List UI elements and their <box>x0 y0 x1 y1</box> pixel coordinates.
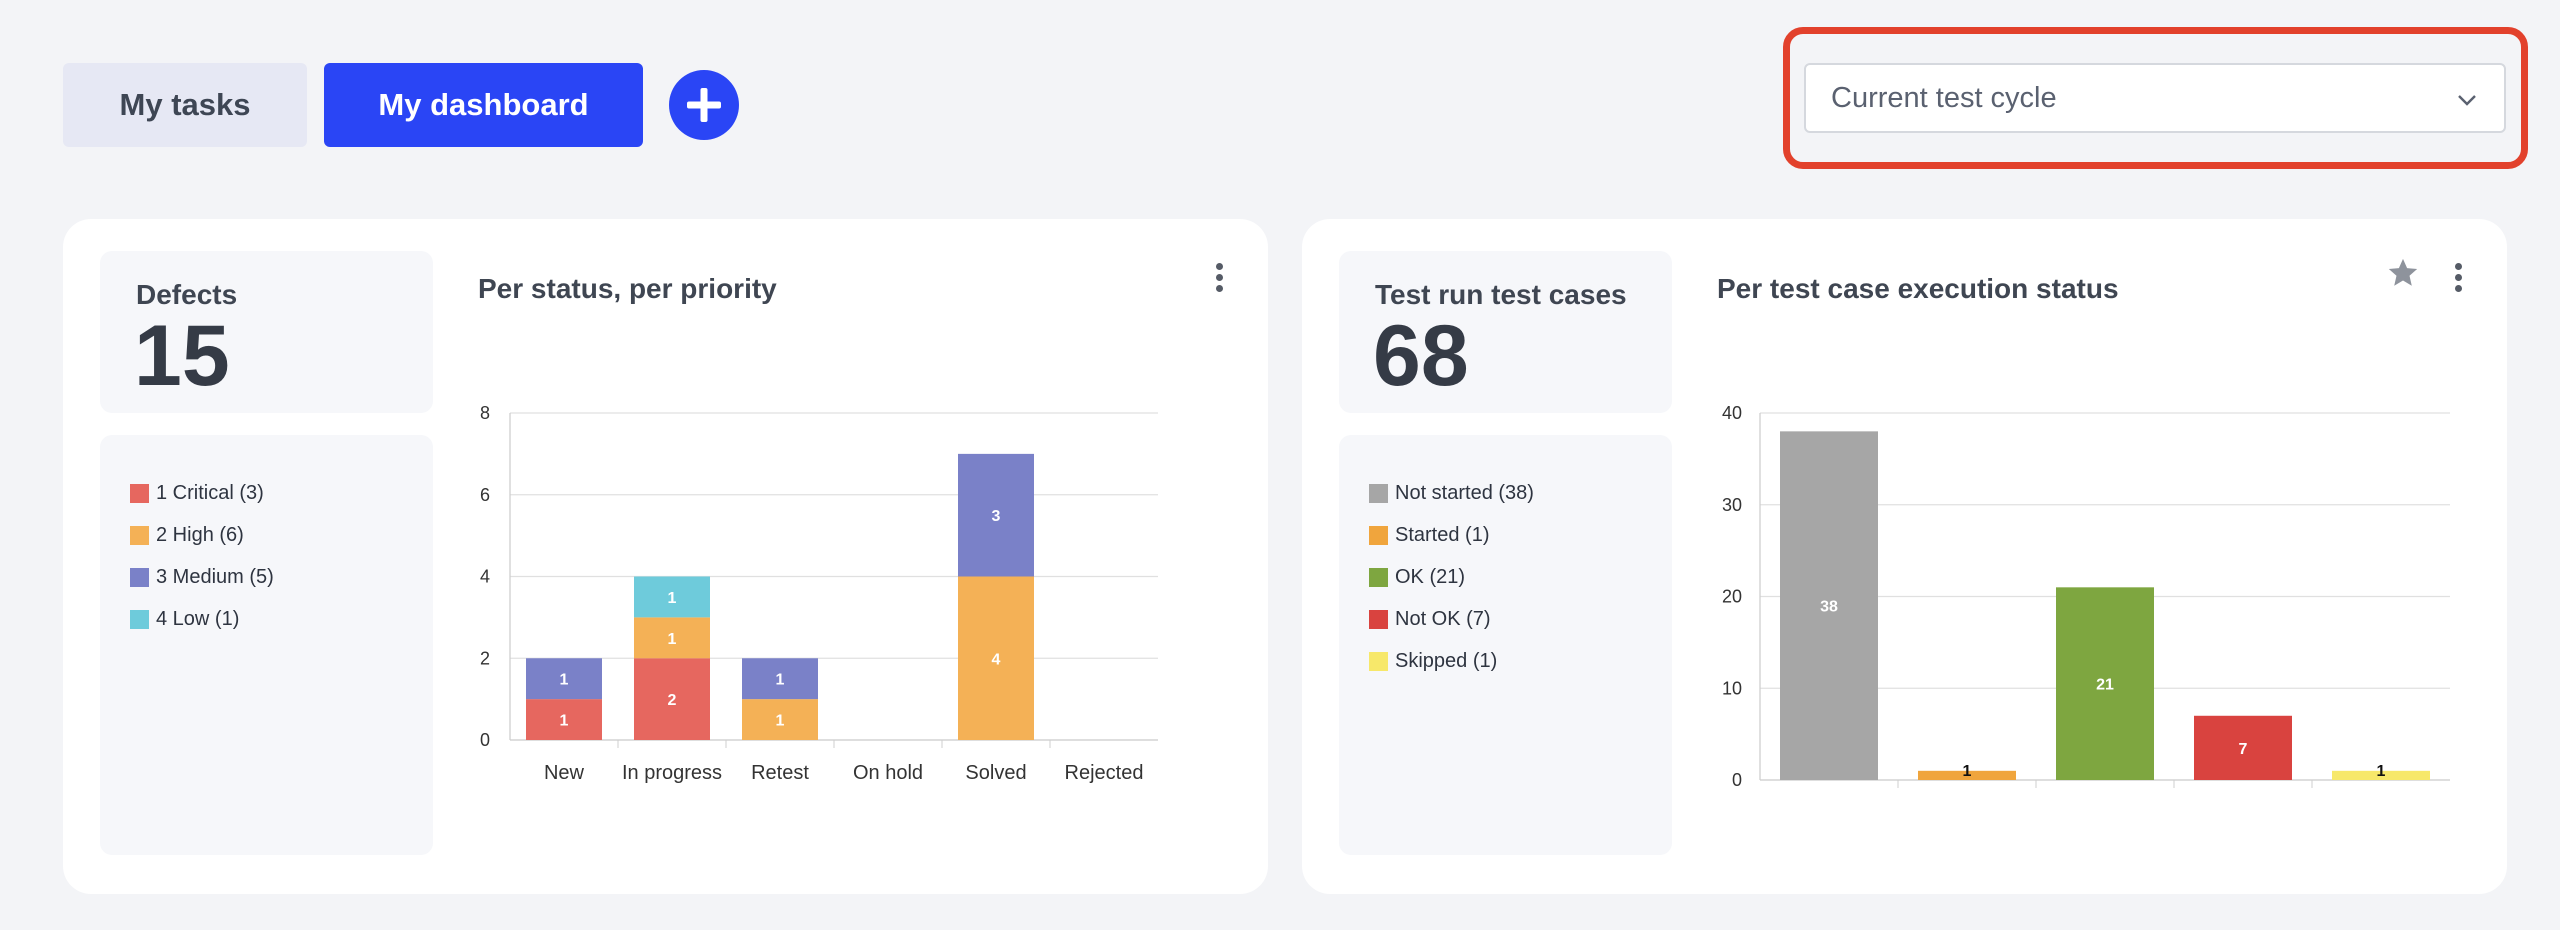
legend-label: 1 Critical (3) <box>156 481 264 504</box>
legend-swatch <box>1369 651 1388 671</box>
bar <box>1780 431 1878 780</box>
data-label: 1 <box>1963 763 1972 780</box>
legend-label: 3 Medium (5) <box>156 565 274 588</box>
y-tick-label: 4 <box>480 567 490 587</box>
chevron-down-icon <box>2458 95 2476 106</box>
y-tick-label: 30 <box>1722 495 1742 515</box>
star-icon[interactable] <box>2386 256 2420 290</box>
add-dashboard-button[interactable] <box>669 70 739 140</box>
bar-segment <box>634 576 710 618</box>
legend-item: 2 High (6) <box>130 523 244 547</box>
legend-label: Started (1) <box>1395 523 1490 546</box>
bar-segment <box>742 658 818 700</box>
legend-label: OK (21) <box>1395 565 1466 588</box>
legend-swatch <box>1369 567 1388 587</box>
data-label: 1 <box>776 713 785 730</box>
x-tick-label: Solved <box>965 762 1026 784</box>
legend-swatch <box>130 609 149 629</box>
defects-chart: 0 2 4 6 8 New 1 1 In progress 2 1 1 Retest 1 1 On hold S… <box>480 403 1158 784</box>
x-tick-label: On hold <box>853 762 923 784</box>
test-cycle-select[interactable]: Current test cycle <box>1804 63 2506 133</box>
stat-label: Test run test cases <box>1375 279 1627 310</box>
x-tick-label: In progress <box>622 762 722 784</box>
x-tick-label: Rejected <box>1065 762 1144 784</box>
testrun-legend: Not started (38) Started (1) OK (21) Not… <box>1339 435 1672 855</box>
data-label: 2 <box>668 692 677 709</box>
data-label: 1 <box>668 631 677 648</box>
defects-card: Defects 15 1 Critical (3) 2 High (6) 3 M… <box>63 219 1268 894</box>
legend-item: OK (21) <box>1369 565 1465 589</box>
legend-label: Not OK (7) <box>1395 607 1491 630</box>
bar <box>1918 770 2016 780</box>
y-tick-label: 40 <box>1722 403 1742 423</box>
data-label: 1 <box>560 713 569 730</box>
bar-segment <box>526 658 602 700</box>
testrun-stat: Test run test cases 68 <box>1339 251 1672 413</box>
legend-swatch <box>130 567 149 587</box>
data-label: 1 <box>2377 763 2386 780</box>
data-label: 38 <box>1820 599 1838 616</box>
legend-swatch <box>1369 525 1388 545</box>
legend-item: 3 Medium (5) <box>130 565 274 589</box>
legend-label: 4 Low (1) <box>156 607 240 630</box>
more-options-icon[interactable] <box>2453 263 2463 295</box>
legend-item: 4 Low (1) <box>130 607 239 631</box>
legend-label: Skipped (1) <box>1395 649 1498 672</box>
bar-segment <box>958 453 1034 577</box>
bar <box>2194 715 2292 780</box>
bar-segment <box>958 576 1034 740</box>
y-tick-label: 20 <box>1722 587 1742 607</box>
legend-swatch <box>130 483 149 503</box>
y-tick-label: 0 <box>480 730 490 750</box>
y-tick-label: 2 <box>480 648 490 668</box>
stat-label: Defects <box>136 279 238 310</box>
chart-title: Per test case execution status <box>1717 273 2119 304</box>
legend-item: Skipped (1) <box>1369 649 1497 673</box>
stat-value: 15 <box>134 308 230 404</box>
bar-segment <box>634 617 710 659</box>
legend-item: Not started (38) <box>1369 481 1534 505</box>
defects-legend: 1 Critical (3) 2 High (6) 3 Medium (5) 4… <box>100 435 433 855</box>
tab-my-tasks[interactable]: My tasks <box>63 63 307 147</box>
bar-segment <box>526 699 602 740</box>
legend-swatch <box>130 525 149 545</box>
test-run-card: Test run test cases 68 Not started (38) … <box>1302 219 2507 894</box>
highlight-outline <box>1783 27 2528 169</box>
data-label: 1 <box>560 672 569 689</box>
data-label: 1 <box>668 590 677 607</box>
data-label: 4 <box>992 651 1001 668</box>
test-cycle-select-value: Current test cycle <box>1831 81 2057 114</box>
bar-segment <box>634 658 710 740</box>
data-label: 1 <box>776 672 785 689</box>
y-tick-label: 10 <box>1722 678 1742 698</box>
bar <box>2056 587 2154 780</box>
plus-icon <box>687 88 721 122</box>
y-tick-label: 6 <box>480 485 490 505</box>
legend-item: Not OK (7) <box>1369 607 1491 631</box>
legend-label: Not started (38) <box>1395 481 1534 504</box>
data-label: 21 <box>2096 677 2114 694</box>
legend-item: 1 Critical (3) <box>130 481 264 505</box>
legend-swatch <box>1369 609 1388 629</box>
legend-item: Started (1) <box>1369 523 1489 547</box>
testrun-chart: 0 10 20 30 40 38 1 21 7 1 <box>1722 403 2450 790</box>
chart-title: Per status, per priority <box>478 273 777 304</box>
x-tick-label: Retest <box>751 762 809 784</box>
y-tick-label: 8 <box>480 403 490 423</box>
x-tick-label: New <box>544 762 585 784</box>
more-options-icon[interactable] <box>1214 263 1224 295</box>
tab-my-dashboard[interactable]: My dashboard <box>324 63 643 147</box>
legend-label: 2 High (6) <box>156 523 244 546</box>
data-label: 7 <box>2239 741 2248 758</box>
legend-swatch <box>1369 483 1388 503</box>
y-tick-label: 0 <box>1732 770 1742 790</box>
bar <box>2332 770 2430 780</box>
data-label: 3 <box>992 508 1001 525</box>
stat-value: 68 <box>1373 308 1469 404</box>
defects-stat: Defects 15 <box>100 251 433 413</box>
bar-segment <box>742 699 818 740</box>
